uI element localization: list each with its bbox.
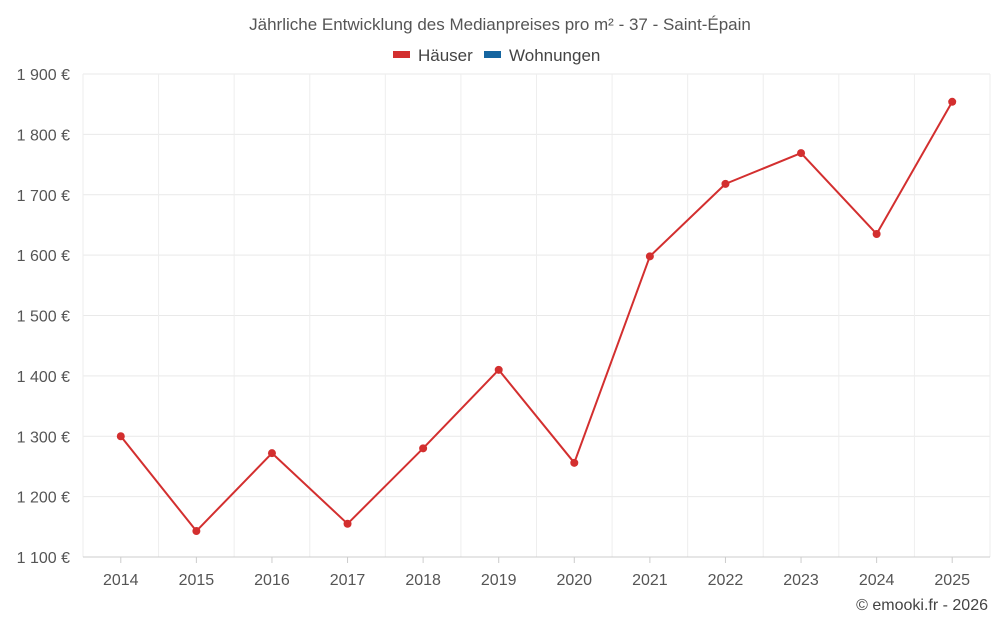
y-tick-label: 1 200 € (17, 490, 70, 507)
y-axis: 1 100 € 1 200 € 1 300 € 1 400 € 1 500 € 1 600… (17, 67, 70, 567)
data-point-2023[interactable] (797, 149, 806, 158)
legend-label-wohnungen[interactable]: Wohnungen (509, 46, 600, 65)
data-point-2016[interactable] (267, 449, 276, 458)
data-point-2025[interactable] (948, 97, 957, 106)
data-point-2014[interactable] (116, 432, 125, 441)
data-point-2024[interactable] (872, 229, 881, 238)
x-tick-label: 2015 (179, 572, 215, 589)
data-point-2015[interactable] (192, 527, 201, 536)
y-tick-label: 1 700 € (17, 188, 70, 205)
y-tick-label: 1 500 € (17, 309, 70, 326)
data-point-2017[interactable] (343, 519, 352, 528)
x-tick-label: 2022 (708, 572, 744, 589)
x-tick-label: 2016 (254, 572, 290, 589)
y-tick-label: 1 800 € (17, 127, 70, 144)
y-tick-label: 1 300 € (17, 429, 70, 446)
x-tick-label: 2018 (405, 572, 441, 589)
credit-text: © emooki.fr - 2026 (856, 597, 988, 614)
y-tick-label: 1 100 € (17, 550, 70, 567)
x-tick-label: 2021 (632, 572, 668, 589)
legend-swatch-haeuser[interactable] (393, 51, 410, 58)
series-line-Häuser[interactable] (120, 101, 954, 533)
y-tick-label: 1 900 € (17, 67, 70, 84)
data-point-2018[interactable] (419, 444, 428, 453)
chart-title: Jährliche Entwicklung des Medianpreises … (249, 15, 751, 34)
x-tick-label: 2023 (783, 572, 819, 589)
x-axis: 2014 2015 2016 2017 2018 2019 2020 2021 2022 2023… (83, 556, 990, 589)
x-tick-label: 2019 (481, 572, 517, 589)
x-tick-label: 2025 (934, 572, 970, 589)
x-tick-label: 2020 (556, 572, 592, 589)
data-point-2022[interactable] (721, 179, 730, 188)
legend: Häuser Wohnungen (393, 46, 600, 65)
data-point-2019[interactable] (494, 365, 503, 374)
y-tick-label: 1 400 € (17, 369, 70, 386)
legend-swatch-wohnungen[interactable] (484, 51, 501, 58)
y-tick-label: 1 600 € (17, 248, 70, 265)
x-tick-label: 2014 (103, 572, 139, 589)
grid (82, 73, 991, 558)
x-tick-label: 2017 (330, 572, 366, 589)
data-point-2020[interactable] (570, 458, 579, 467)
legend-label-haeuser[interactable]: Häuser (418, 46, 473, 65)
data-point-2021[interactable] (645, 252, 654, 261)
x-tick-label: 2024 (859, 572, 895, 589)
series-group (116, 97, 957, 536)
